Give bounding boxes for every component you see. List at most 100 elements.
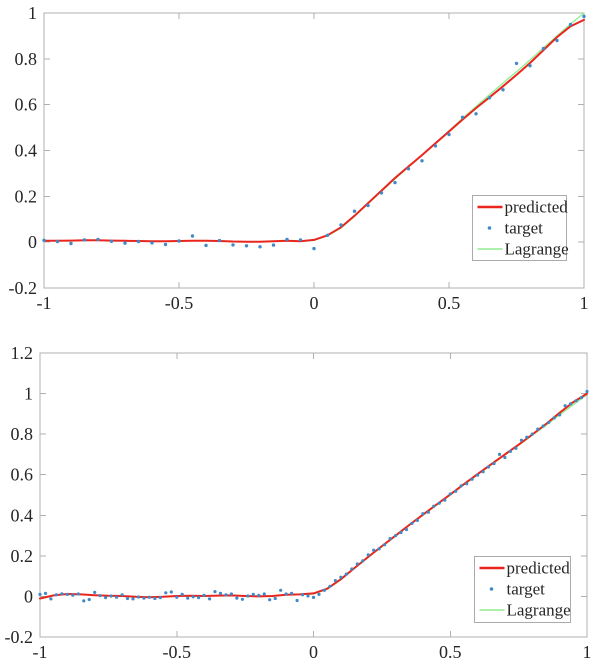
data-point bbox=[547, 420, 551, 424]
data-point bbox=[394, 534, 398, 538]
data-point bbox=[180, 592, 184, 596]
data-point bbox=[372, 548, 376, 552]
y-tick-label: 0.4 bbox=[11, 505, 34, 525]
y-tick-label: 0 bbox=[24, 586, 33, 606]
data-point bbox=[393, 180, 397, 185]
data-point bbox=[175, 595, 179, 599]
y-tick-label: 1 bbox=[28, 3, 37, 23]
data-point bbox=[487, 96, 492, 100]
legend-label-target: target bbox=[505, 219, 544, 238]
data-point bbox=[202, 593, 206, 597]
data-point bbox=[486, 465, 491, 469]
data-point bbox=[555, 38, 559, 43]
data-point bbox=[217, 238, 222, 243]
data-point bbox=[585, 389, 589, 394]
x-tick-label: -0.5 bbox=[165, 293, 194, 313]
data-point bbox=[361, 559, 365, 563]
data-point bbox=[339, 223, 343, 227]
data-point bbox=[204, 243, 208, 248]
data-point bbox=[109, 594, 113, 598]
data-point bbox=[474, 112, 478, 116]
data-point bbox=[582, 14, 586, 19]
data-point bbox=[98, 594, 102, 598]
data-point bbox=[514, 446, 518, 450]
data-point bbox=[169, 590, 173, 594]
data-point bbox=[268, 598, 272, 602]
data-point bbox=[530, 432, 534, 436]
x-tick-label: -0.5 bbox=[163, 642, 192, 662]
data-point bbox=[82, 599, 86, 603]
data-point bbox=[433, 144, 438, 148]
data-point bbox=[350, 567, 354, 571]
legend: predicted target Lagrange bbox=[472, 195, 569, 261]
data-point bbox=[96, 237, 100, 242]
y-tick-label: 0.6 bbox=[11, 465, 34, 485]
legend-label-predicted: predicted bbox=[505, 198, 569, 217]
data-point bbox=[42, 238, 46, 242]
data-point bbox=[339, 575, 343, 579]
data-point bbox=[49, 597, 53, 601]
data-point bbox=[399, 530, 403, 535]
data-point bbox=[229, 592, 233, 596]
data-point bbox=[54, 593, 59, 597]
y-tick-label: 0.6 bbox=[15, 95, 38, 115]
data-point bbox=[284, 592, 288, 596]
data-point bbox=[298, 238, 303, 242]
data-point bbox=[208, 597, 212, 601]
data-point bbox=[251, 592, 255, 596]
data-point bbox=[197, 596, 201, 600]
data-point bbox=[355, 562, 359, 566]
data-point bbox=[432, 504, 436, 508]
data-point bbox=[569, 402, 573, 406]
legend-sample-target-dot bbox=[489, 587, 494, 591]
data-point bbox=[410, 521, 414, 525]
series-scatter-target bbox=[38, 389, 589, 603]
data-point bbox=[290, 591, 294, 595]
data-point bbox=[150, 241, 154, 245]
x-tick-label: 0.5 bbox=[439, 642, 462, 662]
data-point bbox=[460, 115, 465, 120]
data-point bbox=[421, 512, 425, 516]
x-tick-label: 0.5 bbox=[438, 293, 461, 313]
data-point bbox=[497, 452, 502, 456]
data-point bbox=[120, 593, 124, 597]
data-point bbox=[459, 484, 463, 488]
data-point bbox=[388, 537, 392, 541]
data-point bbox=[69, 241, 73, 246]
data-point bbox=[415, 518, 419, 522]
data-point bbox=[437, 501, 441, 505]
data-point bbox=[87, 597, 91, 602]
series-scatter-target bbox=[42, 14, 586, 251]
data-point bbox=[123, 241, 127, 245]
data-point bbox=[377, 547, 381, 551]
data-point bbox=[383, 543, 387, 547]
x-tick-label: -1 bbox=[33, 642, 48, 662]
data-point bbox=[104, 596, 108, 600]
data-point bbox=[563, 404, 567, 408]
data-point bbox=[525, 435, 529, 439]
data-point bbox=[465, 482, 469, 486]
data-point bbox=[115, 595, 119, 599]
data-point bbox=[568, 22, 573, 27]
data-point bbox=[541, 424, 545, 428]
data-point bbox=[448, 492, 452, 496]
data-point bbox=[443, 498, 447, 502]
data-point bbox=[352, 209, 357, 213]
data-point bbox=[191, 595, 195, 599]
data-point bbox=[164, 591, 168, 595]
data-point bbox=[312, 246, 316, 251]
data-point bbox=[258, 245, 262, 249]
data-point bbox=[541, 46, 546, 51]
data-point bbox=[514, 61, 519, 66]
legend-label-predicted: predicted bbox=[507, 559, 571, 578]
y-tick-label: 0.2 bbox=[15, 186, 38, 206]
legend-label-lagrange: Lagrange bbox=[507, 601, 571, 620]
legend: predicted target Lagrange bbox=[474, 556, 571, 623]
bottom-chart: -1 -0.5 0 0.5 1 -0.2 0 0.2 0.4 0.6 0.8 1 1.2 predicte… bbox=[5, 343, 592, 662]
x-tick-label: 0 bbox=[310, 293, 319, 313]
data-point bbox=[55, 239, 60, 244]
data-point bbox=[552, 416, 556, 420]
data-point bbox=[273, 596, 277, 601]
x-tick-label: 1 bbox=[580, 293, 589, 313]
